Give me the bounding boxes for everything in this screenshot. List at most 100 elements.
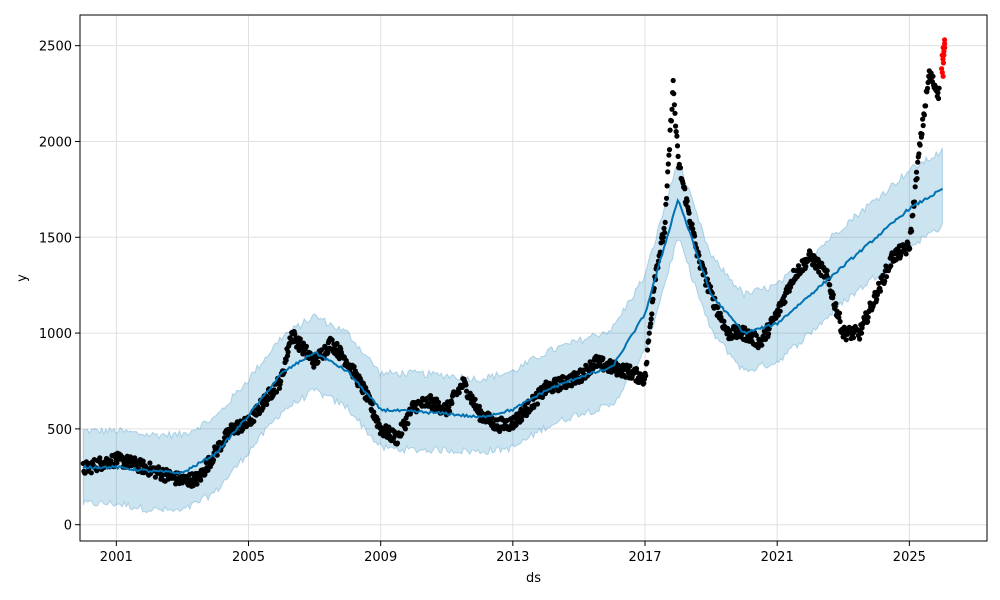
x-tick-label: 2005: [232, 550, 265, 565]
observed-point: [594, 363, 600, 369]
observed-point: [689, 221, 695, 227]
observed-point: [311, 364, 317, 370]
recent-point: [941, 52, 947, 58]
observed-point: [648, 321, 654, 327]
x-tick-label: 2025: [893, 550, 926, 565]
observed-point: [646, 338, 652, 344]
observed-point: [285, 349, 291, 355]
observed-point: [888, 263, 894, 269]
observed-point: [449, 400, 455, 406]
observed-point: [935, 90, 941, 96]
observed-point: [686, 210, 692, 216]
observed-point: [435, 399, 442, 405]
observed-point: [912, 184, 918, 190]
observed-point: [910, 212, 916, 218]
observed-point: [210, 457, 217, 463]
observed-point: [671, 102, 678, 108]
observed-point: [930, 73, 936, 79]
observed-point: [692, 233, 698, 239]
observed-point: [919, 131, 925, 137]
observed-point: [627, 363, 633, 369]
observed-point: [363, 385, 369, 391]
recent-point: [940, 73, 946, 79]
recent-point: [940, 60, 947, 66]
x-tick-label: 2017: [628, 550, 661, 565]
observed-point: [147, 460, 153, 466]
observed-point: [669, 106, 675, 112]
observed-point: [865, 314, 871, 320]
observed-point: [114, 460, 120, 466]
observed-point: [292, 331, 298, 337]
observed-point: [670, 77, 676, 84]
observed-point: [641, 380, 647, 386]
recent-point: [942, 37, 948, 43]
observed-point: [319, 347, 325, 353]
observed-point: [371, 409, 377, 415]
observed-point: [402, 426, 408, 432]
y-tick-label: 1500: [39, 231, 72, 246]
y-axis-ticks: 0 500 1000 1500 2000 2500: [39, 40, 80, 534]
recent-points: [939, 37, 948, 79]
observed-point: [284, 353, 291, 359]
observed-point: [351, 364, 357, 370]
observed-point: [677, 165, 684, 171]
observed-point: [777, 308, 783, 314]
observed-point: [674, 143, 681, 149]
observed-point: [671, 91, 677, 97]
observed-point: [936, 85, 942, 91]
observed-point: [865, 319, 871, 325]
observed-point: [742, 325, 748, 331]
grid-lines: [80, 15, 987, 541]
observed-point: [662, 230, 668, 236]
observed-point: [775, 312, 781, 318]
observed-point: [877, 288, 884, 294]
y-tick-label: 2500: [39, 40, 72, 55]
observed-point: [668, 118, 675, 124]
observed-point: [666, 147, 673, 153]
observed-point: [303, 343, 309, 349]
y-tick-label: 2000: [39, 135, 72, 150]
observed-point: [472, 396, 478, 402]
observed-point: [297, 336, 303, 342]
observed-point: [587, 359, 593, 365]
observed-point: [427, 393, 434, 399]
observed-point: [663, 201, 669, 207]
observed-point: [88, 470, 94, 476]
observed-point: [155, 464, 162, 470]
observed-point: [920, 116, 926, 122]
y-tick-label: 0: [64, 519, 72, 534]
observed-point: [329, 337, 335, 343]
observed-point: [198, 477, 204, 483]
observed-point: [874, 296, 880, 302]
observed-point: [753, 332, 759, 338]
observed-point: [935, 95, 942, 102]
observed-point: [534, 401, 541, 407]
observed-point: [759, 342, 765, 348]
observed-point: [276, 385, 283, 391]
observed-point: [667, 127, 673, 133]
observed-point: [369, 401, 375, 407]
observed-point: [909, 228, 915, 234]
observed-point: [915, 159, 921, 165]
observed-point: [857, 336, 863, 342]
x-axis-label: ds: [526, 571, 541, 586]
observed-point: [278, 378, 284, 384]
observed-point: [315, 359, 321, 365]
observed-point: [300, 340, 306, 346]
x-tick-label: 2013: [496, 550, 529, 565]
observed-point: [672, 110, 678, 116]
observed-point: [907, 245, 913, 252]
observed-point: [824, 268, 830, 274]
observed-point: [917, 142, 923, 148]
observed-point: [684, 198, 690, 204]
x-tick-label: 2001: [100, 550, 133, 565]
observed-point: [97, 455, 103, 461]
observed-point: [675, 153, 681, 159]
recent-point: [942, 41, 948, 47]
observed-point: [643, 373, 649, 379]
y-tick-label: 500: [47, 423, 72, 438]
observed-point: [662, 219, 668, 225]
observed-point: [128, 455, 134, 461]
observed-point: [715, 304, 721, 310]
